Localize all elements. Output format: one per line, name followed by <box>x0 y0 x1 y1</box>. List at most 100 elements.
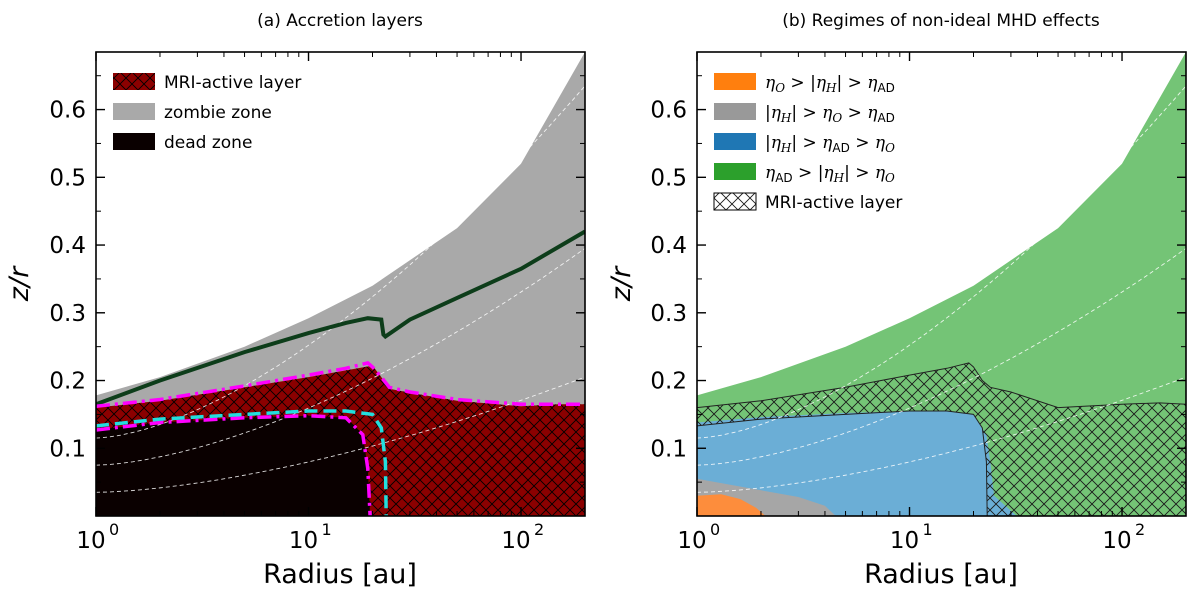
mri-active-hatch-region <box>697 362 1186 516</box>
streamline-curve <box>96 376 585 493</box>
streamline-curve <box>697 376 1186 493</box>
panel-b-frame <box>696 51 1187 517</box>
y-tick-label: 0.1 <box>49 436 86 462</box>
legend-label-part: > <box>850 133 875 153</box>
magenta-outer-boundary <box>96 360 585 409</box>
panel-b-legend: ηO > |ηH| > ηAD|ηH| > ηO > ηAD|ηH| > ηAD… <box>713 73 902 213</box>
legend-label-part: AD <box>877 81 894 95</box>
streamline-curve <box>697 248 1186 466</box>
legend-label-part: | > <box>791 133 822 153</box>
legend-label-part: η <box>816 73 827 93</box>
streamline-curve <box>96 248 585 466</box>
legend-label: MRI-active layer <box>164 73 301 93</box>
legend-label-part: O <box>885 141 895 155</box>
panel-b-axes: 10 0 10 1 10 20.10.20.30.40.50.6 <box>650 52 1187 554</box>
legend-label-part: η <box>875 163 886 183</box>
legend-label-part: O <box>832 111 842 125</box>
legend-label-part: η <box>875 133 886 153</box>
legend-swatch <box>714 73 756 90</box>
panel-a-frame <box>95 51 586 517</box>
legend-swatch <box>714 133 756 150</box>
green-boundary-line <box>96 229 585 407</box>
ohmic-dominated-region <box>697 494 766 516</box>
legend-label-part: η <box>823 163 834 183</box>
x-tick-label: 10 <box>1102 528 1131 554</box>
legend-swatch <box>113 103 155 120</box>
legend-label-part: η <box>867 73 878 93</box>
x-tick-label: 10 <box>289 528 318 554</box>
legend-label-part: | > <box>791 103 822 123</box>
panel-b-plot-area <box>697 52 1186 516</box>
panel-accretion-layers: (a) Accretion layers 10 0 10 1 10 20.10.20.30… <box>4 11 586 590</box>
legend-label-part: > <box>842 103 867 123</box>
legend-label-part: AD <box>775 171 792 185</box>
y-tick-label: 0.4 <box>650 233 687 259</box>
legend-label-part: η <box>822 133 833 153</box>
legend-label: MRI-active layer <box>765 193 902 213</box>
panel-b-title: (b) Regimes of non-ideal MHD effects <box>782 11 1100 31</box>
legend-label: |ηH| > ηAD > ηO <box>765 133 895 155</box>
panel-a-legend: MRI-active layer zombie zone dead zone <box>113 73 301 153</box>
legend-label-part: H <box>780 111 792 125</box>
legend-label-part: H <box>780 141 792 155</box>
legend-label: ηO > |ηH| > ηAD <box>765 73 895 95</box>
y-tick-label: 0.6 <box>650 98 687 124</box>
legend-label-part: O <box>885 171 895 185</box>
magenta-inner-boundary <box>96 413 372 516</box>
legend-swatch-hatch <box>713 192 757 211</box>
legend-swatch <box>113 133 155 150</box>
legend-label-part: η <box>771 133 782 153</box>
cyan-dashed-boundary <box>96 409 388 516</box>
x-tick-label: 10 <box>890 528 919 554</box>
legend-label: |ηH| > ηO > ηAD <box>765 103 895 125</box>
panel-mhd-regimes: (b) Regimes of non-ideal MHD effects 10 0… <box>606 11 1187 590</box>
panel-a-y-axis-label: z/r <box>4 265 35 302</box>
y-tick-label: 0.6 <box>49 98 86 124</box>
legend-label-part: > | <box>785 73 816 93</box>
legend-label-part: H <box>825 81 837 95</box>
y-tick-label: 0.2 <box>49 369 86 395</box>
x-tick-exponent: 0 <box>710 520 720 539</box>
legend-label-part: > | <box>793 163 824 183</box>
panel-a-title: (a) Accretion layers <box>257 11 423 31</box>
legend-swatch <box>714 103 756 120</box>
legend-label-part: η <box>867 103 878 123</box>
legend-label: zombie zone <box>164 103 272 123</box>
x-tick-exponent: 1 <box>322 520 332 539</box>
streamline-curve <box>697 85 1186 439</box>
legend-label: ηAD > |ηH| > ηO <box>765 163 895 185</box>
legend-label-part: η <box>765 163 776 183</box>
y-tick-label: 0.5 <box>650 165 687 191</box>
legend-swatch <box>714 163 756 180</box>
legend-label-part: MRI-active layer <box>765 193 902 213</box>
y-tick-label: 0.1 <box>650 436 687 462</box>
legend-label-part: η <box>765 73 776 93</box>
panel-a-x-axis-label: Radius [au] <box>263 559 417 590</box>
legend-label-part: | > <box>836 73 867 93</box>
legend-label-part: AD <box>832 141 849 155</box>
y-tick-label: 0.2 <box>650 369 687 395</box>
dead-zone-area <box>96 415 371 516</box>
panel-a-axes: 10 0 10 1 10 20.10.20.30.40.50.6 <box>49 52 586 554</box>
legend-label: dead zone <box>164 133 252 153</box>
y-tick-label: 0.3 <box>49 301 86 327</box>
legend-label-part: AD <box>877 111 894 125</box>
legend-label-part: η <box>822 103 833 123</box>
legend-swatch-hatch <box>113 73 155 90</box>
legend-label-part: | > <box>844 163 875 183</box>
x-tick-exponent: 2 <box>534 520 544 539</box>
legend-label-part: | <box>765 103 771 123</box>
legend-label-part: O <box>775 81 785 95</box>
x-tick-exponent: 0 <box>109 520 119 539</box>
x-tick-label: 10 <box>501 528 530 554</box>
panel-b-x-axis-label: Radius [au] <box>864 559 1018 590</box>
legend-label-part: η <box>771 103 782 123</box>
x-tick-label: 10 <box>677 528 706 554</box>
panel-b-y-axis-label: z/r <box>606 265 637 302</box>
y-tick-label: 0.4 <box>49 233 86 259</box>
panel-a-plot-area <box>96 52 585 516</box>
x-tick-exponent: 1 <box>923 520 933 539</box>
y-tick-label: 0.5 <box>49 165 86 191</box>
x-tick-exponent: 2 <box>1135 520 1145 539</box>
